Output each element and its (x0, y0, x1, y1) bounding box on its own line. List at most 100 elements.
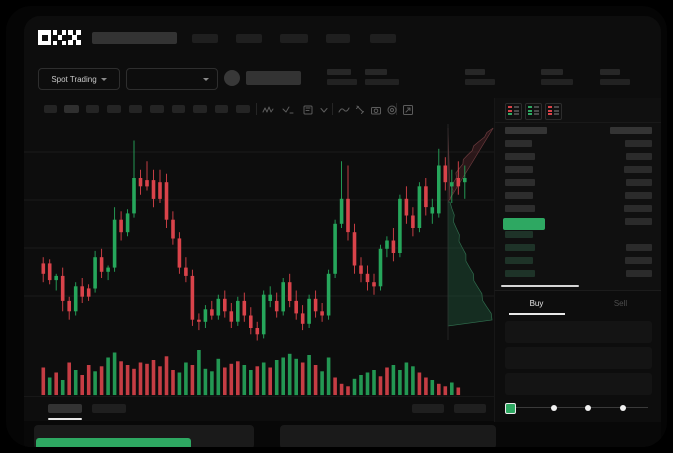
chevron-down-icon (100, 77, 107, 81)
orderbook-row-price-7[interactable] (505, 205, 535, 212)
orderbook-rows[interactable] (495, 122, 661, 291)
orderbook-row-size-12[interactable] (626, 270, 652, 277)
interval-button-1[interactable] (44, 105, 57, 113)
orderbook-row-size-10[interactable] (626, 244, 652, 251)
nav-3[interactable] (280, 34, 308, 43)
spot-trading-dropdown[interactable]: Spot Trading (38, 68, 120, 90)
app-header (24, 16, 661, 58)
order-amount-field[interactable] (505, 347, 652, 369)
nav-4[interactable] (326, 34, 350, 43)
tab-buy[interactable]: Buy (529, 299, 544, 308)
orderbook-row-price-5[interactable] (505, 179, 535, 186)
nav-1[interactable] (192, 34, 218, 43)
orderbook-row-size-1[interactable] (610, 127, 652, 134)
interval-button-7[interactable] (172, 105, 185, 113)
orderbook-row-size-2[interactable] (625, 140, 652, 147)
compare-icon[interactable] (282, 103, 294, 115)
orderbook-mode-asks[interactable] (545, 103, 562, 120)
toolbar-divider-2 (332, 103, 333, 115)
orderbook-mode-bids-sk-2 (533, 113, 539, 115)
bottom-tab-1[interactable] (48, 404, 82, 413)
nav-5[interactable] (370, 34, 396, 43)
spot-trading-label: Spot Trading (51, 74, 97, 84)
orderbook-mode-both[interactable] (505, 103, 522, 120)
camera-icon[interactable] (370, 103, 382, 115)
slider-dot-3[interactable] (620, 404, 627, 411)
slider-handle[interactable] (505, 403, 516, 414)
interval-button-8[interactable] (193, 105, 207, 113)
stat-1 (327, 69, 357, 85)
candlestick-series (41, 140, 467, 341)
order-price-field[interactable] (505, 321, 652, 343)
fullscreen-icon[interactable] (402, 103, 414, 115)
nav-2[interactable] (236, 34, 262, 43)
amount-slider[interactable] (505, 401, 652, 414)
orderbook-row-size-7[interactable] (624, 205, 652, 212)
settings-icon[interactable] (386, 103, 398, 115)
bottom-tab-3[interactable] (412, 404, 444, 413)
orderbook-row-size-11[interactable] (625, 257, 652, 264)
interval-button-9[interactable] (215, 105, 228, 113)
orderbook-mode-both-sk-1 (513, 109, 519, 112)
orderbook-row-price-11[interactable] (505, 257, 533, 264)
stat-4 (541, 69, 573, 85)
interval-button-10[interactable] (236, 105, 250, 113)
interval-button-4[interactable] (107, 105, 121, 113)
stat-5-value (600, 79, 630, 85)
volume-series (41, 350, 461, 396)
orderbook-spread-row[interactable] (503, 218, 545, 230)
toolbar-divider-3 (396, 103, 397, 115)
order-total-field[interactable] (505, 373, 652, 395)
price-chart[interactable] (24, 120, 494, 396)
orderbook-row-size-4[interactable] (624, 166, 652, 173)
orderbook-mode-bids-sk-1 (533, 109, 539, 112)
trading-pair-select[interactable] (126, 68, 218, 90)
interval-button-2[interactable] (64, 105, 79, 113)
interval-button-5[interactable] (129, 105, 142, 113)
orderbook-row-price-10[interactable] (505, 244, 535, 251)
bottom-panel-right[interactable] (280, 425, 496, 447)
orderbook-row-size-3[interactable] (626, 153, 652, 160)
template-icon[interactable] (302, 103, 314, 115)
orderbook-row-price-6[interactable] (505, 192, 533, 199)
stat-1-label (327, 69, 351, 75)
orderbook-mode-bids[interactable] (525, 103, 542, 120)
slider-dot-2[interactable] (585, 404, 592, 411)
bottom-tab-2[interactable] (92, 404, 126, 413)
orderbook-row-price-1[interactable] (505, 127, 547, 134)
orderbook-mode-both-bar-0 (508, 106, 512, 108)
chart-gridlines (24, 151, 494, 297)
stat-5-label (600, 69, 620, 75)
indicator-icon[interactable] (262, 103, 274, 115)
logo-block-o (38, 30, 51, 45)
bottom-tab-1-underline (48, 418, 82, 420)
chevron-down-icon[interactable] (318, 103, 330, 115)
interval-button-6[interactable] (150, 105, 164, 113)
orderbook-row-price-4[interactable] (505, 166, 533, 173)
bottom-tab-4[interactable] (454, 404, 486, 413)
logo-block-x (68, 30, 81, 45)
okx-logo[interactable] (38, 30, 82, 45)
orderbook-row-size-6[interactable] (625, 192, 652, 199)
stat-2 (365, 69, 399, 85)
orderbook-mode-bids-sk-0 (533, 106, 539, 108)
orderbook-row-price-3[interactable] (505, 153, 535, 160)
orderbook-row-price-2[interactable] (505, 140, 532, 147)
orderbook-mode-asks-bar-2 (548, 113, 552, 115)
orderbook-row-price-12[interactable] (505, 270, 535, 277)
orderbook-row-size-8[interactable] (625, 218, 652, 225)
slider-dot-1[interactable] (550, 404, 557, 411)
magnet-icon[interactable] (354, 103, 366, 115)
orderbook-scrollbar[interactable] (501, 285, 579, 287)
interval-button-3[interactable] (86, 105, 99, 113)
search-input[interactable] (92, 32, 177, 44)
submit-order-button[interactable] (36, 438, 191, 447)
stat-3-label (465, 69, 485, 75)
trade-panel: Buy Sell (494, 290, 661, 422)
orderbook-row-size-5[interactable] (626, 179, 652, 186)
logo-block-k (53, 30, 66, 45)
pair-coin-avatar (224, 70, 240, 86)
tab-sell[interactable]: Sell (613, 299, 628, 308)
line-chart-icon[interactable] (338, 103, 350, 115)
orderbook-row-price-9[interactable] (505, 231, 533, 238)
